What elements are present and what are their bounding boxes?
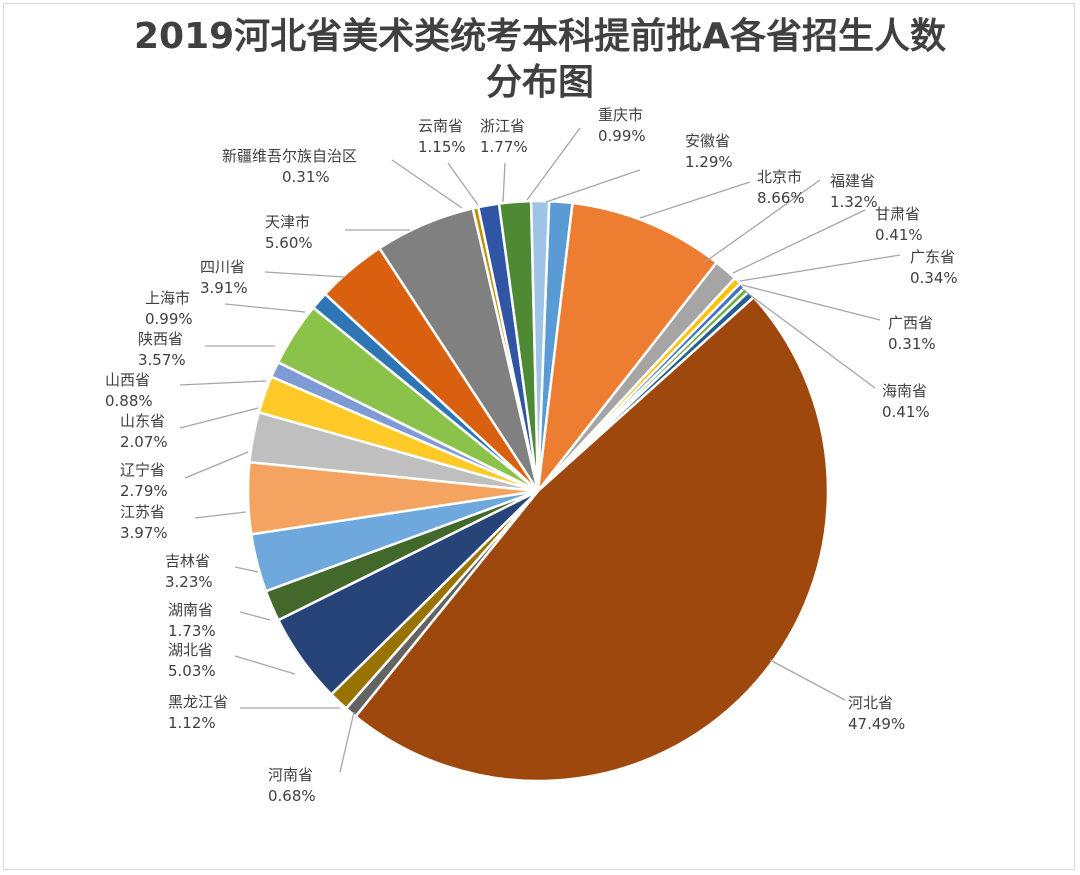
leader-lines bbox=[179, 127, 901, 773]
leader-line-6 bbox=[741, 284, 881, 321]
slice-label-15: 辽宁省 bbox=[120, 461, 165, 479]
leader-line-1 bbox=[545, 169, 641, 203]
slice-value-24: 1.77% bbox=[480, 138, 528, 156]
slice-labels: 安徽省 1.29% 北京市 8.66% 福建省 1.32%甘肃省 0.41% 广东省 0.34%… bbox=[105, 106, 958, 805]
slice-label-21: 天津市 bbox=[265, 213, 310, 231]
slice-label-20: 四川省 bbox=[200, 258, 245, 276]
slice-label-6: 广西省 bbox=[888, 314, 933, 332]
slice-label-12: 湖南省 bbox=[168, 601, 213, 619]
slice-value-17: 0.88% bbox=[105, 392, 153, 410]
slice-label-18: 陕西省 bbox=[138, 330, 183, 348]
slice-label-7: 海南省 bbox=[882, 382, 927, 400]
leader-line-13 bbox=[234, 566, 259, 573]
slice-label-3: 福建省 bbox=[830, 172, 875, 190]
leader-line-11 bbox=[234, 655, 296, 675]
leader-line-19 bbox=[224, 303, 306, 313]
leader-line-4 bbox=[732, 209, 866, 274]
chart-title-line-2: 分布图 bbox=[485, 62, 594, 103]
slice-label-19: 上海市 bbox=[145, 289, 190, 307]
slice-value-25: 0.99% bbox=[598, 127, 646, 145]
leader-line-17 bbox=[179, 380, 267, 386]
slice-label-1: 安徽省 bbox=[685, 132, 730, 150]
slice-value-16: 2.07% bbox=[120, 433, 168, 451]
leader-line-12 bbox=[239, 611, 271, 621]
slice-value-7: 0.41% bbox=[882, 403, 930, 421]
slice-value-23: 1.15% bbox=[418, 138, 466, 156]
slice-label-2: 北京市 bbox=[757, 168, 802, 186]
leader-line-24 bbox=[502, 162, 506, 203]
pie-slices bbox=[246, 199, 830, 783]
slice-label-23: 云南省 bbox=[418, 117, 463, 135]
leader-line-14 bbox=[194, 511, 247, 519]
pie-slice-8 bbox=[353, 295, 830, 783]
slice-value-12: 1.73% bbox=[168, 622, 216, 640]
slice-label-5: 广东省 bbox=[910, 248, 955, 266]
slice-value-4: 0.41% bbox=[875, 226, 923, 244]
leader-line-3 bbox=[704, 179, 821, 263]
slice-label-4: 甘肃省 bbox=[875, 205, 920, 223]
slice-label-9: 河南省 bbox=[268, 766, 313, 784]
leader-line-2 bbox=[639, 181, 751, 219]
chart-title-line-1: 2019河北省美术类统考本科提前批A各省招生人数 bbox=[133, 16, 947, 57]
slice-value-21: 5.60% bbox=[265, 234, 313, 252]
slice-label-24: 浙江省 bbox=[480, 117, 525, 135]
slice-label-22: 新疆维吾尔族自治区 bbox=[222, 147, 357, 165]
slice-value-5: 0.34% bbox=[910, 269, 958, 287]
slice-value-22: 0.31% bbox=[282, 168, 330, 186]
leader-line-25 bbox=[526, 127, 581, 201]
slice-value-8: 47.49% bbox=[848, 715, 905, 733]
slice-value-15: 2.79% bbox=[120, 482, 168, 500]
slice-value-2: 8.66% bbox=[757, 189, 805, 207]
chart-title: 2019河北省美术类统考本科提前批A各省招生人数 分布图 bbox=[0, 14, 1080, 106]
slice-value-20: 3.91% bbox=[200, 279, 248, 297]
slice-value-10: 1.12% bbox=[168, 714, 216, 732]
slice-value-13: 3.23% bbox=[165, 573, 213, 591]
slice-label-14: 江苏省 bbox=[120, 503, 165, 521]
slice-label-13: 吉林省 bbox=[165, 552, 210, 570]
slice-value-1: 1.29% bbox=[685, 153, 733, 171]
slice-label-10: 黑龙江省 bbox=[168, 693, 228, 711]
leader-line-16 bbox=[179, 407, 259, 429]
slice-value-18: 3.57% bbox=[138, 351, 186, 369]
slice-label-8: 河北省 bbox=[848, 694, 893, 712]
slice-label-25: 重庆市 bbox=[598, 106, 643, 124]
leader-line-23 bbox=[447, 162, 479, 206]
slice-label-11: 湖北省 bbox=[168, 641, 213, 659]
slice-value-19: 0.99% bbox=[145, 310, 193, 328]
leader-line-8 bbox=[769, 659, 846, 701]
slice-value-11: 5.03% bbox=[168, 662, 216, 680]
slice-value-6: 0.31% bbox=[888, 335, 936, 353]
leader-line-9 bbox=[339, 711, 355, 773]
leader-line-7 bbox=[741, 288, 876, 389]
slice-value-14: 3.97% bbox=[120, 524, 168, 542]
leader-line-20 bbox=[264, 271, 346, 278]
pie-slice-2 bbox=[536, 201, 719, 496]
slice-label-17: 山西省 bbox=[105, 371, 150, 389]
leader-line-5 bbox=[739, 254, 901, 282]
slice-value-3: 1.32% bbox=[830, 193, 878, 211]
slice-value-9: 0.68% bbox=[268, 787, 316, 805]
leader-line-15 bbox=[184, 451, 249, 479]
leader-line-22 bbox=[391, 159, 463, 209]
slice-label-16: 山东省 bbox=[120, 412, 165, 430]
